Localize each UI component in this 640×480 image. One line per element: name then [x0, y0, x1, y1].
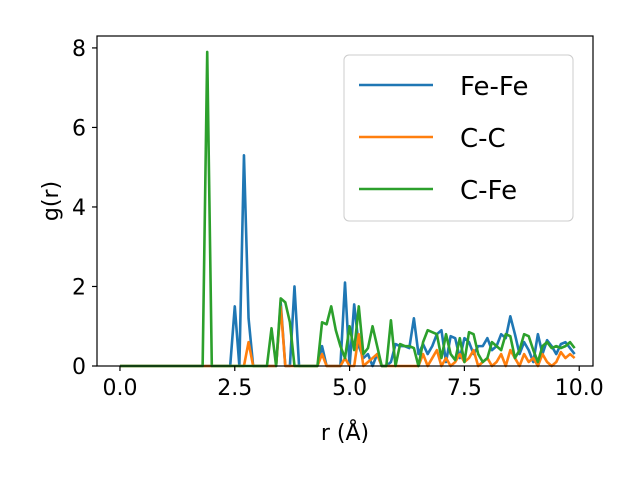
- y-tick-label: 8: [72, 37, 86, 62]
- ticks: [92, 47, 580, 371]
- plot-frame: [96, 35, 594, 367]
- y-tick-label: 4: [72, 196, 86, 221]
- y-tick-label: 2: [72, 275, 86, 300]
- y-tick-labels: 0 2 4 6 8: [72, 37, 86, 380]
- series-line-fe-fe: [119, 153, 576, 368]
- x-tick-label: 5.0: [332, 376, 367, 401]
- y-axis-label: g(r): [39, 181, 64, 221]
- legend-label-c-c: C-C: [460, 124, 506, 154]
- x-tick-label: 0.0: [102, 376, 137, 401]
- y-tick-label: 6: [72, 116, 86, 141]
- x-tick-labels: 0.0 2.5 5.0 7.5 10.0: [102, 376, 603, 401]
- legend-labels: Fe-Fe C-C C-Fe: [460, 72, 528, 206]
- x-axis-label: r (Å): [321, 419, 369, 446]
- legend-label-c-fe: C-Fe: [460, 176, 517, 206]
- x-tick-label: 2.5: [217, 376, 252, 401]
- x-tick-label: 7.5: [447, 376, 482, 401]
- y-tick-label: 0: [72, 355, 86, 380]
- legend-box: [343, 54, 574, 222]
- legend-label-fe-fe: Fe-Fe: [460, 72, 528, 102]
- x-tick-label: 10.0: [555, 376, 604, 401]
